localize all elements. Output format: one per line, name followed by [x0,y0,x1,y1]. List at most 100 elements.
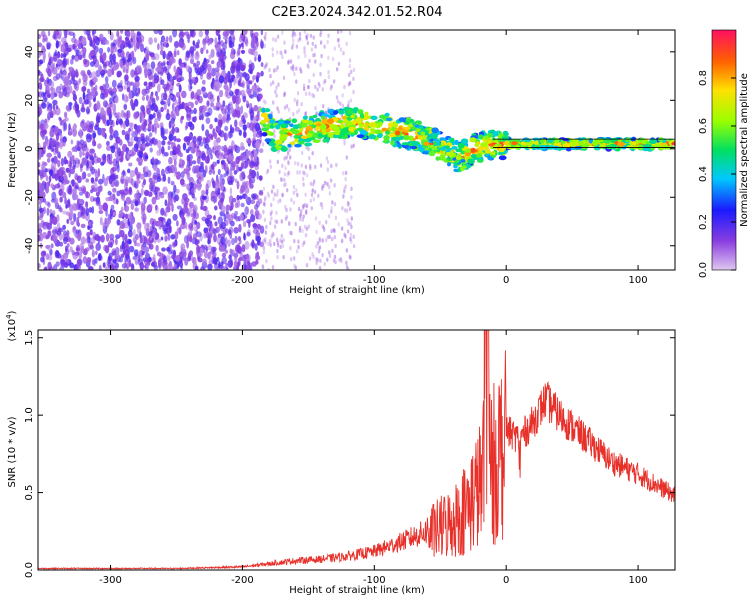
heatmap-cell [165,53,171,61]
heatmap-cell [210,102,215,108]
heatmap-cell [202,44,206,51]
heatmap-cell [80,206,85,215]
heatmap-cell [113,172,117,181]
heatmap-cell [122,169,126,176]
heatmap-cell [171,78,175,87]
heatmap-cell [93,152,97,158]
heatmap-cell [302,83,306,89]
colorbar-gradient [712,30,736,270]
heatmap-cell [115,120,119,126]
heatmap-cell [317,133,323,138]
snr-frame [37,329,676,571]
heatmap-cell [340,226,344,231]
snr-ylabel: SNR (10 * v/v) [7,416,18,487]
heatmap-cell [201,152,207,161]
heatmap-cell [212,169,215,175]
heatmap-cell [86,88,91,95]
heatmap-cell [183,199,188,208]
heatmap-cell [80,223,86,229]
heatmap-cell [38,162,41,168]
heatmap-cell [272,232,275,237]
heatmap-cell [222,31,226,37]
colorbar-tick-label: 0.6 [698,118,709,134]
heatmap-cell [133,229,136,237]
heatmap-cell [256,87,263,92]
heatmap-cell [221,245,226,253]
heatmap-cell [164,235,168,242]
heatmap-cell [323,261,326,267]
heatmap-cell [151,220,155,230]
heatmap-cell [239,213,244,221]
heatmap-cell [93,58,100,68]
heatmap-cell [307,120,314,126]
heatmap-cell [123,181,128,190]
heatmap-cell [267,193,270,199]
heatmap-cell [134,112,140,119]
heatmap-cell [78,250,83,260]
heatmap-cell [214,117,218,123]
heatmap-cell [228,36,232,44]
heatmap-cell [298,36,302,41]
x-tick-label: 100 [629,275,648,286]
heatmap-cell [265,224,268,230]
heatmap-cell [141,244,145,250]
heatmap-cell [133,249,139,257]
heatmap-cell [352,234,355,239]
heatmap-cell [38,52,41,58]
heatmap-cell [144,222,150,232]
heatmap-cell [227,180,233,185]
heatmap-cell [118,210,124,219]
heatmap-cell [127,30,131,38]
heatmap-cell [235,66,241,74]
heatmap-cell [343,141,346,146]
heatmap-cell [327,33,330,38]
heatmap-cell [182,142,187,151]
heatmap-cell [180,76,185,82]
x-tick-label: -200 [231,275,254,286]
heatmap-cell [289,155,292,160]
heatmap-cell [211,60,215,65]
heatmap-cell [362,123,367,128]
heatmap-cell [197,176,202,185]
heatmap-cell [142,165,149,173]
heatmap-cell [345,155,348,160]
heatmap-cell [292,112,295,117]
heatmap-cell [45,253,50,260]
heatmap-cell [216,50,220,58]
heatmap-cell [404,121,410,125]
heatmap-cell [48,52,51,60]
heatmap-cell [39,213,42,219]
heatmap-cell [146,107,151,115]
heatmap-cell [152,123,157,133]
heatmap-cell [253,104,259,112]
heatmap-cell [341,103,344,108]
heatmap-cell [67,160,73,168]
heatmap-cell [192,135,197,145]
heatmap-cell [287,160,290,165]
heatmap-cell [317,249,321,254]
heatmap-cell [141,207,145,217]
heatmap-cell [326,182,329,187]
heatmap-cell [80,236,87,245]
heatmap-cell [95,250,98,256]
heatmap-cell [161,140,166,146]
heatmap-cell [70,220,75,226]
heatmap-cell [156,176,162,183]
heatmap-cell [91,71,97,80]
heatmap-cell [309,198,312,203]
heatmap-cell [401,142,410,146]
heatmap-cell [335,95,339,100]
heatmap-cell [168,250,173,255]
heatmap-cell [173,184,177,193]
heatmap-cell [134,256,139,266]
heatmap-cell [198,115,202,121]
heatmap-cell [162,186,168,195]
heatmap-cell [280,146,288,152]
heatmap-cell [122,56,127,64]
heatmap-cell [218,89,224,98]
heatmap-cell [169,88,173,95]
heatmap-cell [135,179,141,184]
heatmap-cell [141,95,145,101]
